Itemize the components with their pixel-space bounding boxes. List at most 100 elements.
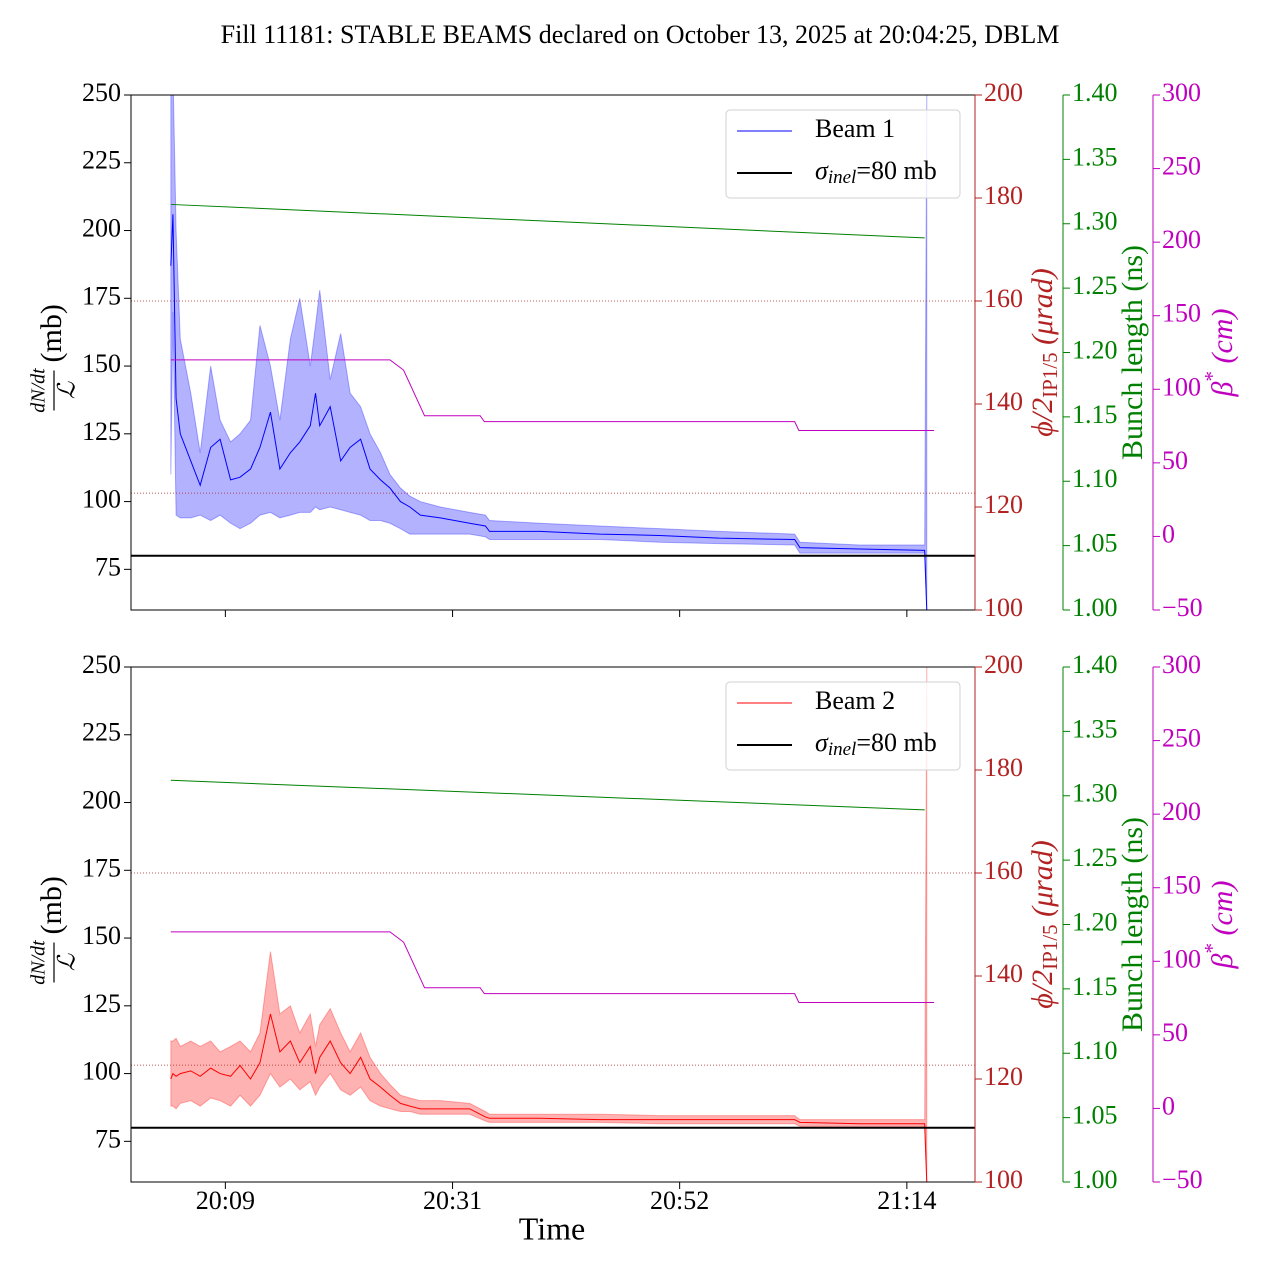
y4-tick-label: −50 bbox=[1162, 1165, 1203, 1194]
y2-tick-label: 100 bbox=[984, 1165, 1023, 1194]
y-tick-label: 200 bbox=[82, 785, 121, 814]
label-part: (μrad) bbox=[1026, 268, 1059, 352]
x-tick-label: 20:09 bbox=[196, 1186, 255, 1215]
label-part: σ bbox=[815, 728, 829, 757]
y2-axis-label: ϕ/2IP1/5 (μrad) bbox=[1026, 840, 1062, 1009]
y-tick-label: 225 bbox=[82, 146, 121, 175]
y4-tick-label: 150 bbox=[1162, 871, 1201, 900]
x-tick-label: 20:52 bbox=[650, 1186, 709, 1215]
label-part: (cm) bbox=[1206, 309, 1239, 371]
series-line bbox=[170, 203, 925, 239]
y2-tick-label: 120 bbox=[984, 490, 1023, 519]
label-part: ϕ/2 bbox=[1026, 970, 1059, 1009]
y4-tick-label: 200 bbox=[1162, 225, 1201, 254]
y3-axis-label: Bunch length (ns) bbox=[1116, 817, 1149, 1032]
y4-tick-label: 200 bbox=[1162, 797, 1201, 826]
y4-tick-label: 50 bbox=[1162, 446, 1188, 475]
series-line bbox=[170, 931, 935, 1003]
label-subscript: inel bbox=[828, 167, 857, 188]
y3-tick-label: 1.00 bbox=[1072, 593, 1118, 622]
y4-axis-label: β* (cm) bbox=[1200, 881, 1239, 970]
legend-box bbox=[725, 681, 961, 771]
label-subscript: inel bbox=[828, 739, 857, 760]
x-axis-label: Time bbox=[519, 1210, 585, 1246]
y-tick-label: 150 bbox=[82, 349, 121, 378]
y2-tick-label: 180 bbox=[984, 181, 1023, 210]
y2-tick-label: 160 bbox=[984, 284, 1023, 313]
y-tick-label: 125 bbox=[82, 989, 121, 1018]
y-tick-label: 100 bbox=[82, 485, 121, 514]
y-label-unit: (mb) bbox=[35, 876, 68, 934]
series-line bbox=[170, 214, 928, 610]
y-label-numerator: dN/dt bbox=[28, 940, 50, 985]
y2-axis-label: ϕ/2IP1/5 (μrad) bbox=[1026, 268, 1062, 437]
label-subscript: IP1/5 bbox=[1038, 352, 1062, 398]
y3-tick-label: 1.30 bbox=[1072, 207, 1118, 236]
y3-tick-label: 1.40 bbox=[1072, 78, 1118, 107]
y3-tick-label: 1.15 bbox=[1072, 972, 1118, 1001]
legend-label: σinel=80 mb bbox=[815, 728, 937, 760]
label-superscript: * bbox=[1200, 371, 1224, 382]
y3-tick-label: 1.10 bbox=[1072, 464, 1118, 493]
y-label-denominator: ℒ bbox=[55, 381, 81, 399]
y3-tick-label: 1.35 bbox=[1072, 142, 1118, 171]
y-label-unit: (mb) bbox=[35, 304, 68, 362]
y3-axis-label: Bunch length (ns) bbox=[1116, 245, 1149, 460]
y3-tick-label: 1.05 bbox=[1072, 1101, 1118, 1130]
y4-tick-label: 300 bbox=[1162, 650, 1201, 679]
y3-tick-label: 1.25 bbox=[1072, 843, 1118, 872]
uncertainty-band bbox=[170, 95, 928, 610]
y-tick-label: 225 bbox=[82, 718, 121, 747]
y2-tick-label: 200 bbox=[984, 78, 1023, 107]
y-tick-label: 125 bbox=[82, 417, 121, 446]
y2-tick-label: 140 bbox=[984, 959, 1023, 988]
y3-tick-label: 1.00 bbox=[1072, 1165, 1118, 1194]
y4-tick-label: 250 bbox=[1162, 152, 1201, 181]
y4-tick-label: 100 bbox=[1162, 944, 1201, 973]
label-part: ϕ/2 bbox=[1026, 398, 1059, 437]
y-tick-label: 75 bbox=[95, 552, 121, 581]
y3-tick-label: 1.25 bbox=[1072, 271, 1118, 300]
y-tick-label: 175 bbox=[82, 281, 121, 310]
label-subscript: IP1/5 bbox=[1038, 924, 1062, 970]
y4-tick-label: 0 bbox=[1162, 1091, 1175, 1120]
y3-tick-label: 1.10 bbox=[1072, 1036, 1118, 1065]
y3-tick-label: 1.15 bbox=[1072, 400, 1118, 429]
y4-axis-label: β* (cm) bbox=[1200, 309, 1239, 398]
plot-area bbox=[131, 95, 975, 610]
y4-tick-label: 300 bbox=[1162, 78, 1201, 107]
y3-tick-label: 1.35 bbox=[1072, 714, 1118, 743]
y4-tick-label: 150 bbox=[1162, 299, 1201, 328]
y-tick-label: 175 bbox=[82, 853, 121, 882]
label-part: =80 mb bbox=[856, 728, 936, 757]
legend-label: σinel=80 mb bbox=[815, 156, 937, 188]
y-tick-label: 250 bbox=[82, 78, 121, 107]
y4-tick-label: 250 bbox=[1162, 724, 1201, 753]
label-part: =80 mb bbox=[856, 156, 936, 185]
legend-label: Beam 2 bbox=[815, 686, 895, 715]
legend-box bbox=[725, 109, 961, 199]
y2-tick-label: 160 bbox=[984, 856, 1023, 885]
y3-tick-label: 1.40 bbox=[1072, 650, 1118, 679]
y-tick-label: 150 bbox=[82, 921, 121, 950]
y3-tick-label: 1.30 bbox=[1072, 779, 1118, 808]
y-label-numerator: dN/dt bbox=[28, 368, 50, 413]
x-tick-label: 20:31 bbox=[423, 1186, 482, 1215]
y4-tick-label: 0 bbox=[1162, 519, 1175, 548]
series-line bbox=[170, 1013, 928, 1182]
label-part: β bbox=[1206, 953, 1239, 969]
y-tick-label: 75 bbox=[95, 1124, 121, 1153]
label-part: (cm) bbox=[1206, 881, 1239, 943]
y2-tick-label: 120 bbox=[984, 1062, 1023, 1091]
label-part: β bbox=[1206, 381, 1239, 397]
y3-tick-label: 1.20 bbox=[1072, 907, 1118, 936]
y-tick-label: 100 bbox=[82, 1057, 121, 1086]
y4-tick-label: 50 bbox=[1162, 1018, 1188, 1047]
y2-tick-label: 100 bbox=[984, 593, 1023, 622]
y-tick-label: 200 bbox=[82, 213, 121, 242]
y2-tick-label: 140 bbox=[984, 387, 1023, 416]
y2-tick-label: 200 bbox=[984, 650, 1023, 679]
y-tick-label: 250 bbox=[82, 650, 121, 679]
plot-area bbox=[131, 667, 975, 1182]
